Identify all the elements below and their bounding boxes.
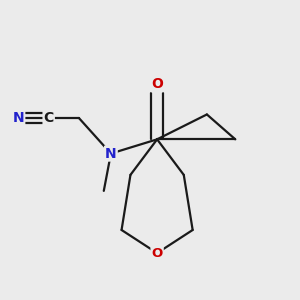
- Text: N: N: [13, 111, 24, 125]
- Text: C: C: [44, 111, 54, 125]
- Text: O: O: [151, 77, 163, 91]
- Text: O: O: [152, 247, 163, 260]
- Text: N: N: [105, 147, 117, 160]
